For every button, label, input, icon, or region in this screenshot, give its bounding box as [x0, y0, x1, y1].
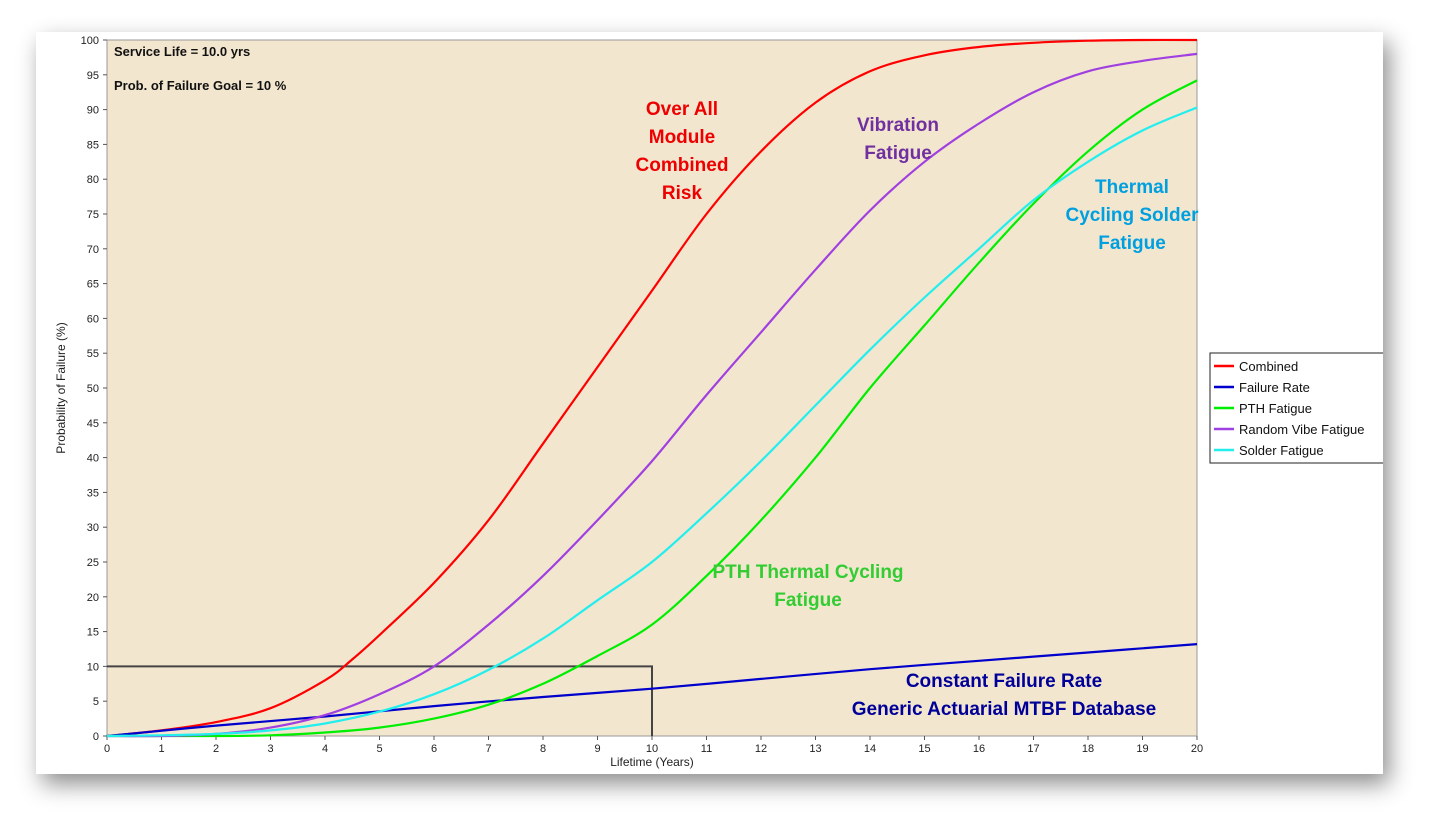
x-tick-label: 15: [918, 743, 930, 755]
x-tick-label: 18: [1082, 743, 1094, 755]
legend-label: Failure Rate: [1239, 380, 1310, 395]
annotation-text: Fatigue: [1098, 233, 1166, 254]
y-tick-label: 90: [87, 105, 99, 117]
x-axis-title: Lifetime (Years): [610, 755, 694, 769]
annotations: Over All Module Combined Risk Vibration Fatig…: [636, 99, 1200, 720]
legend-label: PTH Fatigue: [1239, 401, 1312, 416]
annotation-text: Risk: [662, 183, 703, 204]
y-tick-label: 50: [87, 383, 99, 395]
series-lines: [106, 38, 1198, 738]
legend-box: [1209, 352, 1383, 464]
legend: Combined Failure Rate PTH Fatigue Random Vi…: [1209, 352, 1383, 464]
x-tick-label: 3: [267, 743, 273, 755]
annotation-text: Combined: [636, 155, 729, 176]
x-tick-label: 1: [158, 743, 164, 755]
plot-background: [106, 39, 1198, 737]
x-tick-label: 17: [1027, 743, 1039, 755]
y-tick-label: 100: [81, 35, 99, 47]
axes: 0 1 2 3 4 5 6 7 8 9 10 11 12 13 14 15 16 17 18 19 2005101520…: [54, 35, 1203, 769]
annotation-text: Fatigue: [864, 143, 932, 164]
y-tick-label: 80: [87, 174, 99, 186]
annotation-text: Constant Failure Rate: [906, 671, 1102, 692]
annotation-text: Module: [649, 127, 716, 148]
series-line-pth-fatigue: [106, 79, 1198, 738]
y-tick-label: 75: [87, 209, 99, 221]
x-tick-label: 19: [1136, 743, 1148, 755]
y-axis-title: Probability of Failure (%): [54, 322, 68, 453]
x-tick-label: 20: [1191, 743, 1203, 755]
series-line-solder-fatigue: [106, 106, 1198, 738]
annotation-text: Over All: [646, 99, 718, 120]
goal-box-line: [107, 665, 653, 736]
x-tick-label: 5: [376, 743, 382, 755]
legend-label: Solder Fatigue: [1239, 443, 1324, 458]
legend-label: Combined: [1239, 359, 1298, 374]
x-tick-label: 13: [809, 743, 821, 755]
y-tick-label: 35: [87, 487, 99, 499]
y-tick-label: 25: [87, 557, 99, 569]
x-tick-label: 10: [646, 743, 658, 755]
annotation-text: Thermal: [1095, 177, 1169, 198]
annotation-text: PTH Thermal Cycling: [712, 562, 903, 583]
x-tick-label: 11: [701, 743, 712, 755]
x-tick-label: 7: [485, 743, 491, 755]
series-line-combined: [106, 38, 1198, 738]
y-tick-label: 45: [87, 418, 99, 430]
y-tick-label: 10: [87, 661, 99, 673]
annotation-text: Generic Actuarial MTBF Database: [852, 699, 1156, 720]
series-line-failure-rate: [106, 643, 1198, 738]
service-life-label: Service Life = 10.0 yrs: [114, 44, 250, 59]
y-tick-label: 5: [93, 696, 99, 708]
y-tick-label: 30: [87, 522, 99, 534]
annotation-text: Fatigue: [774, 590, 842, 611]
annotation-text: Cycling Solder: [1065, 205, 1199, 226]
y-tick-label: 85: [87, 139, 99, 151]
x-tick-label: 9: [594, 743, 600, 755]
chart-card: 0 1 2 3 4 5 6 7 8 9 10 11 12 13 14 15 16 17 18 19 20 0 5 10 15 20…: [36, 32, 1383, 774]
reliability-chart: 0 1 2 3 4 5 6 7 8 9 10 11 12 13 14 15 16 17 18 19 2005101520…: [54, 35, 1383, 769]
x-tick-label: 6: [431, 743, 437, 755]
x-tick-label: 12: [755, 743, 767, 755]
x-tick-label: 16: [973, 743, 985, 755]
x-tick-label: 2: [213, 743, 219, 755]
y-tick-label: 95: [87, 70, 99, 82]
annotation-text: Vibration: [857, 115, 939, 136]
x-tick-label: 0: [104, 743, 110, 755]
y-tick-label: 65: [87, 279, 99, 291]
y-tick-label: 60: [87, 313, 99, 325]
x-tick-label: 14: [864, 743, 876, 755]
y-tick-label: 20: [87, 592, 99, 604]
series-line-random-vibe-fatigue: [106, 52, 1198, 738]
y-tick-label: 55: [87, 348, 99, 360]
y-tick-label: 0: [93, 731, 99, 743]
legend-label: Random Vibe Fatigue: [1239, 422, 1365, 437]
x-tick-label: 4: [322, 743, 328, 755]
y-tick-label: 40: [87, 453, 99, 465]
y-tick-label: 15: [87, 627, 99, 639]
y-tick-label: 70: [87, 244, 99, 256]
x-tick-label: 8: [540, 743, 546, 755]
goal-box: [107, 665, 653, 736]
failure-goal-label: Prob. of Failure Goal = 10 %: [114, 78, 287, 93]
info-labels: Service Life = 10.0 yrs Prob. of Failure …: [114, 44, 287, 93]
